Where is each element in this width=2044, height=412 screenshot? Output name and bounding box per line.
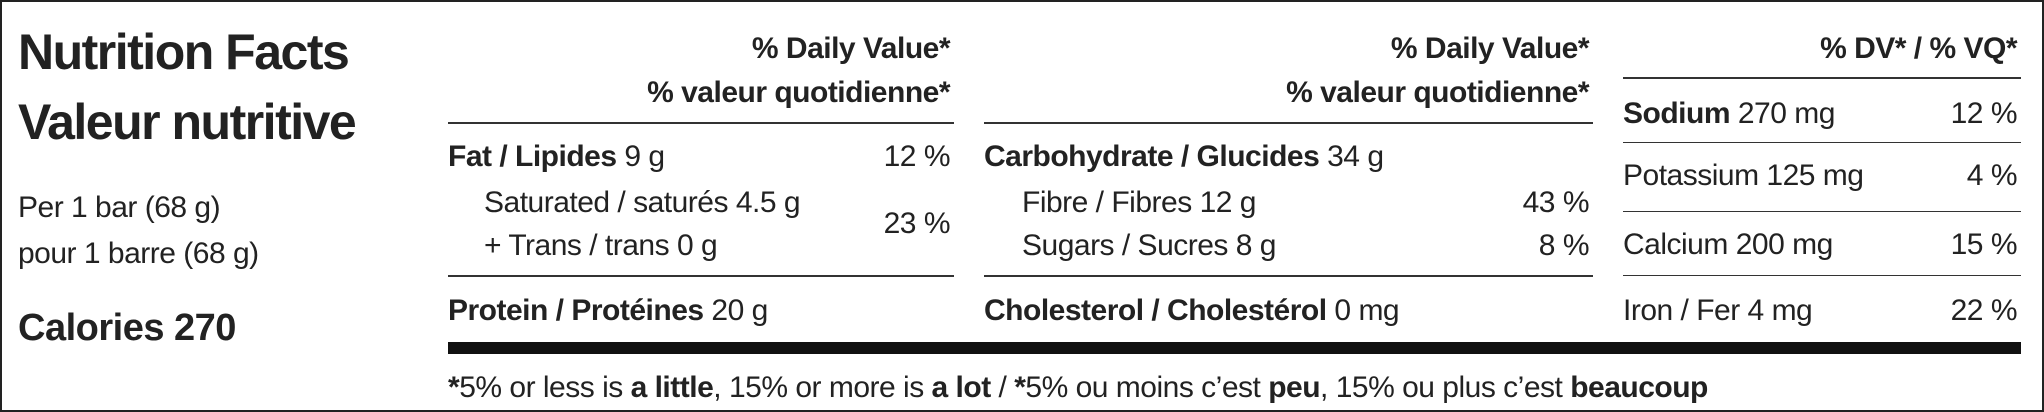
dv-header: % valeur quotidienne* [647, 76, 950, 109]
amount: 0 g [676, 229, 718, 262]
row: Carbohydrate / Glucides 34 g [984, 142, 1384, 172]
footnote-part: beaucoup [1570, 371, 1708, 404]
dv-header: % valeur quotidienne* [1286, 76, 1589, 109]
nutrient: Carbohydrate / Glucides [984, 140, 1320, 173]
nutrient: Cholesterol / Cholestérol [984, 294, 1327, 327]
row: + Trans / trans 0 g [484, 229, 718, 262]
dv-header: % Daily Value* [1390, 32, 1590, 65]
row: Iron / Fer 4 mg [1623, 294, 1813, 327]
dv: 22 % [1950, 294, 2018, 327]
serving-en: Per 1 bar (68 g) [18, 191, 221, 224]
footnote-part: a little [630, 371, 714, 404]
nutrient: Potassium [1623, 159, 1759, 192]
amount: 0 mg [1334, 294, 1400, 327]
rule [1623, 77, 2021, 79]
footnote-part: * [1014, 371, 1026, 404]
row: Saturated / saturés 4.5 g [484, 186, 801, 219]
amount: 4 mg [1747, 294, 1813, 327]
nutrient: + Trans / trans [484, 229, 670, 262]
dv: 15 % [1950, 228, 2018, 261]
row: Cholesterol / Cholestérol 0 mg [984, 294, 1400, 327]
row: Sugars / Sucres 8 g [1022, 229, 1277, 262]
calories: Calories 270 [18, 309, 236, 347]
footnote-part: , 15% ou plus c’est [1320, 371, 1571, 404]
rule [984, 275, 1593, 277]
thick-rule [448, 342, 2021, 354]
amount: 270 mg [1737, 97, 1836, 130]
dv: 4 % [1966, 159, 2018, 192]
dv: 8 % [1538, 229, 1590, 262]
row: Fibre / Fibres 12 g [1022, 188, 1256, 218]
footnote-part: / [990, 371, 1015, 404]
amount: 34 g [1327, 140, 1384, 173]
footnote-part: * [448, 371, 460, 404]
rule [1623, 142, 2021, 143]
rule [1623, 275, 2021, 276]
amount: 8 g [1235, 229, 1277, 262]
serving-fr: pour 1 barre (68 g) [18, 237, 259, 270]
row: Fat / Lipides 9 g [448, 142, 665, 172]
footnote-part: 5% ou moins c’est [1025, 371, 1269, 404]
nutrient: Iron / Fer [1623, 294, 1740, 327]
rule [984, 122, 1593, 124]
footnote-part: 5% or less is [459, 371, 631, 404]
subtitle: Valeur nutritive [18, 94, 357, 150]
nutrient: Protein / Protéines [448, 294, 704, 327]
rule [1623, 211, 2021, 212]
nutrient: Saturated / saturés [484, 186, 728, 219]
nutrient: Fat / Lipides [448, 140, 617, 173]
nutrient: Calcium [1623, 228, 1728, 261]
amount: 200 mg [1735, 228, 1834, 261]
footnote-part: a lot [931, 371, 992, 404]
row: Sodium 270 mg [1623, 99, 1835, 129]
dv-header: % DV* / % VQ* [1820, 32, 2017, 65]
dv: 12 % [1950, 97, 2018, 130]
nutrient: Fibre / Fibres [1022, 186, 1192, 219]
row: Calcium 200 mg [1623, 230, 1833, 260]
row: Potassium 125 mg [1623, 159, 1864, 192]
amount: 12 g [1199, 186, 1257, 219]
amount: 9 g [624, 140, 665, 173]
footnote-part: peu [1268, 371, 1321, 404]
nutrient: Sodium [1623, 97, 1731, 130]
footnote: *5% or less is a little, 15% or more is … [448, 373, 1708, 403]
amount: 125 mg [1766, 159, 1864, 192]
rule [448, 122, 954, 124]
dv-header: % Daily Value* [751, 32, 951, 65]
title: Nutrition Facts [18, 24, 350, 80]
dv: 43 % [1522, 186, 1590, 219]
amount: 4.5 g [735, 186, 801, 219]
nutrient: Sugars / Sucres [1022, 229, 1228, 262]
rule [448, 275, 954, 277]
calories-value: 270 [174, 307, 236, 349]
dv: 23 % [883, 207, 951, 240]
amount: 20 g [711, 294, 768, 327]
calories-label: Calories [18, 307, 164, 349]
footnote-part: , 15% or more is [713, 371, 932, 404]
dv: 12 % [883, 140, 951, 173]
row: Protein / Protéines 20 g [448, 296, 768, 326]
